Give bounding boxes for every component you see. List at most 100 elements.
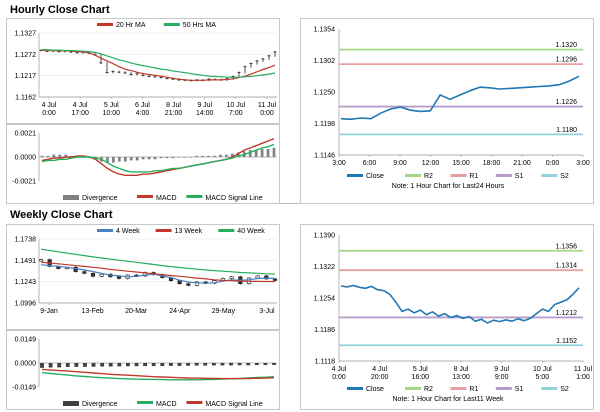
- hourly-macd-divergence-bar: [201, 155, 204, 157]
- hourly-macd-divergence-bar: [123, 157, 127, 162]
- weekly-levels-close-line: [340, 284, 580, 324]
- hourly-macd-divergence-bar: [195, 155, 199, 157]
- hourly-price-20-hr-ma-line: [40, 49, 276, 81]
- hourly-price-xtick-label: 11 Jul: [258, 102, 277, 109]
- weekly-levels-legend-swatch-1: [405, 387, 421, 390]
- hourly-price-legend-swatch-0: [97, 23, 113, 26]
- weekly-macd-divergence-bar: [74, 363, 79, 367]
- hourly-price-xtick-label-2: 0:00: [260, 110, 274, 117]
- weekly-price-xtick-label: 29-May: [212, 308, 236, 315]
- hourly-price-xtick-label-2: 10:00: [103, 110, 121, 117]
- hourly-price-xtick-label: 6 Jul: [135, 102, 150, 109]
- weekly-price-candle-body: [38, 259, 44, 262]
- weekly-macd-panel: 0.0149 0.0000 -0.0149 Divergence MACD MACD Si…: [6, 330, 280, 410]
- hourly-price-ytick-label: 1.1162: [15, 95, 36, 102]
- weekly-macd-divergence-bar: [254, 363, 259, 366]
- weekly-levels-xtick-label-2: 0:00: [332, 374, 346, 381]
- hourly-levels-legend-label-0: Close: [366, 173, 384, 180]
- weekly-levels-legend-swatch-3: [495, 387, 512, 390]
- weekly-price-ytick-label: 1.0996: [15, 301, 37, 308]
- weekly-levels-legend-swatch-0: [347, 387, 363, 390]
- weekly-levels-ytick-label: 1.1322: [314, 264, 336, 271]
- weekly-macd-ytick-label: 0.0000: [15, 361, 37, 368]
- weekly-levels-legend-swatch-2: [450, 387, 467, 390]
- hourly-macd-divergence-bar: [135, 157, 139, 161]
- weekly-price-candle-body: [90, 273, 96, 277]
- weekly-levels-panel: 1.1390 1.1322 1.1254 1.1186 1.1118 1.1356 1.13…: [300, 224, 594, 410]
- hourly-macd-divergence-bar: [117, 157, 121, 162]
- hourly-levels-legend-label-4: S2: [560, 173, 569, 180]
- hourly-price-xtick-label-2: 4:00: [136, 110, 150, 117]
- weekly-price-legend-label-0: 4 Week: [116, 228, 140, 235]
- hourly-levels-xtick-label: 18:00: [483, 160, 501, 167]
- weekly-price-40-week-line: [40, 248, 276, 275]
- hourly-macd-ytick-label: 0.0000: [15, 155, 37, 162]
- hourly-macd-divergence-bar: [260, 149, 264, 157]
- hourly-levels-note: Note: 1 Hour Chart for Last24 Hours: [392, 183, 505, 190]
- hourly-macd-divergence-bar: [254, 150, 258, 157]
- weekly-levels-ytick-label: 1.1390: [314, 233, 336, 240]
- hourly-levels-xtick-label: 3:00: [576, 160, 590, 167]
- hourly-levels-xtick-label: 12:00: [422, 160, 440, 167]
- weekly-levels-chart: 1.1390 1.1322 1.1254 1.1186 1.1118 1.1356 1.13…: [314, 233, 593, 404]
- weekly-macd-divergence-bar: [151, 363, 156, 367]
- weekly-macd-divergence-bar: [246, 363, 251, 366]
- hourly-macd-divergence-bar: [165, 157, 169, 159]
- hourly-levels-close-line: [340, 75, 580, 121]
- hourly-price-ytick-label: 1.1272: [15, 52, 37, 59]
- weekly-levels-xtick-label: 8 Jul: [454, 366, 469, 373]
- weekly-levels-legend-label-3: S1: [515, 386, 524, 393]
- weekly-macd-divergence-bar: [177, 363, 182, 366]
- hourly-price-xtick-label-2: 0:00: [42, 110, 56, 117]
- weekly-levels-legend-label-2: R1: [469, 386, 478, 393]
- hourly-levels-legend-swatch-1: [405, 174, 421, 177]
- hourly-macd-divergence-bar: [40, 155, 44, 157]
- hourly-levels-r1-value: 1.1296: [556, 57, 578, 64]
- weekly-price-candle-body: [116, 276, 122, 279]
- weekly-macd-legend-label-2: MACD Signal Line: [205, 401, 262, 408]
- hourly-price-xtick-label-2: 17:00: [71, 110, 89, 117]
- hourly-levels-panel: 1.1354 1.1302 1.1250 1.1198 1.1146 1.1320 1.12…: [300, 18, 594, 204]
- weekly-macd-divergence-bar: [272, 363, 276, 365]
- weekly-macd-chart: 0.0149 0.0000 -0.0149 Divergence MACD MACD Si…: [12, 337, 277, 408]
- hourly-levels-r2-value: 1.1320: [556, 42, 578, 49]
- weekly-price-ytick-label: 1.1243: [15, 279, 37, 286]
- weekly-macd-divergence-bar: [134, 363, 139, 367]
- weekly-macd-legend-label-1: MACD: [156, 401, 177, 408]
- weekly-section-title: Weekly Close Chart: [10, 209, 113, 221]
- hourly-levels-ytick-label: 1.1198: [314, 121, 335, 128]
- weekly-price-candle-body: [264, 275, 269, 280]
- hourly-price-xtick-label: 4 Jul: [73, 102, 88, 109]
- weekly-macd-divergence-bar: [143, 363, 148, 367]
- weekly-price-xtick-label: 24-Apr: [169, 308, 191, 315]
- hourly-price-ytick-label: 1.1217: [15, 73, 37, 80]
- weekly-price-chart: 4 Week 13 Week 40 Week 1.1738 1.1491 1.1243 1.…: [15, 228, 278, 315]
- weekly-macd-divergence-bar: [229, 363, 233, 366]
- hourly-price-legend-label-0: 20 Hr MA: [116, 22, 146, 29]
- hourly-levels-xtick-label: 0:00: [546, 160, 560, 167]
- weekly-price-candle-body: [82, 271, 87, 274]
- weekly-macd-divergence-bar: [57, 363, 62, 368]
- hourly-macd-divergence-bar: [183, 157, 187, 158]
- hourly-macd-divergence-bar: [112, 157, 115, 163]
- hourly-macd-legend-swatch-0: [63, 195, 79, 200]
- hourly-price-legend-swatch-1: [163, 23, 180, 26]
- hourly-price-legend-label-1: 50 Hrs MA: [183, 22, 216, 29]
- hourly-macd-divergence-bar: [231, 153, 234, 157]
- weekly-macd-divergence-bar: [211, 363, 216, 366]
- hourly-macd-legend-label-0: Divergence: [82, 195, 118, 202]
- hourly-levels-legend-label-1: R2: [424, 173, 433, 180]
- weekly-macd-legend-label-0: Divergence: [82, 401, 118, 408]
- weekly-macd-divergence-bar: [203, 363, 208, 366]
- weekly-macd-legend-swatch-2: [186, 401, 203, 404]
- hourly-levels-legend-label-3: S1: [515, 173, 524, 180]
- hourly-price-panel: 20 Hr MA 50 Hrs MA 1.1327 1.1272 1.1217 1.116…: [6, 18, 280, 124]
- weekly-macd-legend-swatch-1: [137, 401, 153, 404]
- hourly-macd-panel: 0.0021 0.0000 -0.0021 Divergence MACD MACD Si…: [6, 124, 280, 204]
- weekly-macd-divergence-bar: [237, 363, 242, 366]
- hourly-price-xtick-label: 5 Jul: [104, 102, 119, 109]
- hourly-price-xtick-label-2: 14:00: [196, 110, 214, 117]
- weekly-price-candle-body: [99, 273, 104, 277]
- weekly-price-candle-body: [255, 275, 260, 279]
- hourly-levels-ytick-label: 1.1302: [314, 58, 336, 65]
